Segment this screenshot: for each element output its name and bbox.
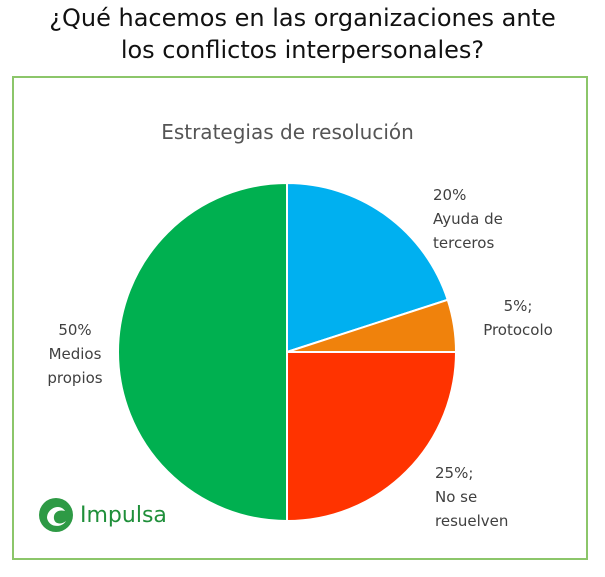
pie-slice-medios-propios (117, 181, 288, 523)
page-header: ¿Qué hacemos en las organizaciones ante … (0, 2, 605, 66)
chart-title: Estrategias de resolución (161, 120, 414, 144)
slice-label-medios-propios: 50% Medios propios (47, 321, 103, 387)
header-line-1: ¿Qué hacemos en las organizaciones ante (49, 4, 556, 32)
impulsa-logo: Impulsa (38, 497, 167, 533)
logo-text: Impulsa (80, 502, 167, 528)
slice-label-protocolo: 5%; Protocolo (483, 297, 553, 339)
impulsa-logo-icon (39, 498, 73, 532)
pie-slice-ayuda-de-terceros (286, 181, 449, 354)
pie-slice-no-se-resuelven (286, 351, 458, 523)
slice-label-ayuda-de-terceros: 20% Ayuda de terceros (433, 186, 503, 252)
header-line-2: los conflictos interpersonales? (120, 36, 485, 64)
slice-label-no-se-resuelven: 25%; No se resuelven (435, 464, 509, 530)
